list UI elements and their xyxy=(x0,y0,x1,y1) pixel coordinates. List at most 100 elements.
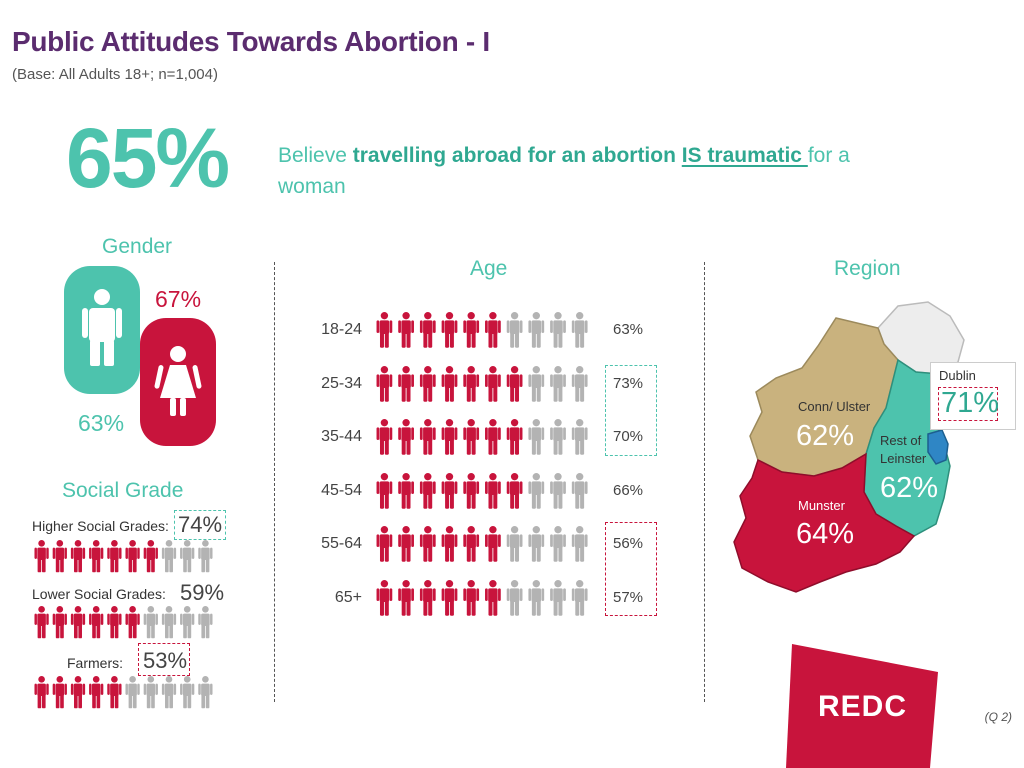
age-25-34-person-icon-4 xyxy=(463,365,480,402)
grade-1-person-icon-4 xyxy=(107,606,122,639)
map-dublin xyxy=(927,429,949,465)
age-25-34-person-icon-0 xyxy=(376,365,393,402)
age-45-54-person-icon-3 xyxy=(441,472,458,509)
age-18-24-person-icon-0 xyxy=(376,312,393,348)
grade-2-person-icon-0 xyxy=(34,676,49,709)
age-icons xyxy=(376,312,588,348)
region-title: Region xyxy=(834,257,901,280)
gender-title: Gender xyxy=(102,235,173,258)
age-55-64-person-icon-9 xyxy=(571,526,588,562)
age-18-24-person-icon-7 xyxy=(528,312,545,348)
region-label-dublin: Dublin xyxy=(939,368,976,383)
grade-2-person-icon-8 xyxy=(180,676,195,709)
age-65+-person-icon-3 xyxy=(441,579,458,616)
region-label-munster: Munster xyxy=(798,498,845,513)
age-65+-person-icon-9 xyxy=(571,579,588,616)
grade-0-person-icon-8 xyxy=(180,540,195,573)
grade-pct-lower: 59% xyxy=(180,580,225,605)
age-label: 55-64 xyxy=(321,535,362,552)
grade-2-person-icon-5 xyxy=(125,676,140,709)
headline-text-bold: travelling abroad for an abortion xyxy=(352,144,682,167)
grade-2-person-icon-9 xyxy=(198,676,213,709)
age-35-44-person-icon-5 xyxy=(485,419,501,455)
age-18-24-person-icon-9 xyxy=(571,312,588,348)
age-25-34-person-icon-5 xyxy=(485,365,501,402)
age-icons xyxy=(376,365,588,402)
headline-statement: Believe travelling abroad for an abortio… xyxy=(278,140,918,202)
redc-logo-shape xyxy=(786,644,938,768)
age-highlight-high xyxy=(605,365,657,456)
male-icon xyxy=(82,289,122,366)
age-35-44-person-icon-4 xyxy=(463,419,480,455)
ireland-map xyxy=(733,301,965,593)
age-55-64-person-icon-5 xyxy=(485,526,501,562)
grade-2-person-icon-6 xyxy=(143,676,158,709)
age-45-54-person-icon-7 xyxy=(528,472,545,509)
age-label: 25-34 xyxy=(321,374,362,392)
male-card xyxy=(64,266,140,394)
female-percent: 67% xyxy=(155,286,202,312)
grade-1-person-icon-9 xyxy=(198,606,213,639)
age-25-34-person-icon-1 xyxy=(398,365,414,402)
age-18-24-person-icon-3 xyxy=(441,312,458,348)
age-25-34-person-icon-6 xyxy=(506,365,523,402)
age-icons xyxy=(376,419,588,455)
grade-pct-farmers: 53% xyxy=(143,648,188,673)
grade-2-person-icon-2 xyxy=(70,676,86,709)
grade-0-person-icon-4 xyxy=(107,540,122,573)
male-percent: 63% xyxy=(78,410,125,436)
age-45-54-person-icon-8 xyxy=(550,472,566,509)
grade-label-higher: Higher Social Grades: xyxy=(32,518,169,534)
age-45-54-person-icon-4 xyxy=(463,472,480,509)
age-18-24-person-icon-2 xyxy=(419,312,436,348)
age-35-44-person-icon-9 xyxy=(571,419,588,455)
age-label: 65+ xyxy=(334,588,362,606)
grade-2-person-icon-1 xyxy=(52,676,67,709)
grade-label-farmers: Farmers: xyxy=(67,655,123,671)
region-pct-rest-of-leinster: 62% xyxy=(880,472,939,504)
age-65+-person-icon-1 xyxy=(398,579,414,616)
divider-right xyxy=(704,262,705,702)
region-pct-dublin: 71% xyxy=(941,387,1000,419)
grade-2-person-icon-7 xyxy=(161,676,177,709)
grade-1-person-icon-6 xyxy=(143,606,158,639)
grade-0-person-icon-6 xyxy=(143,540,158,573)
redc-logo: REDC xyxy=(818,690,908,723)
age-18-24-person-icon-8 xyxy=(550,312,566,348)
grade-0-person-icon-5 xyxy=(125,540,140,573)
age-35-44-person-icon-6 xyxy=(506,419,523,455)
grade-2-person-icon-3 xyxy=(89,676,104,709)
grade-1-person-icon-0 xyxy=(34,606,49,639)
divider-left xyxy=(274,262,275,702)
region-label-conn-ulster: Conn/ Ulster xyxy=(798,399,871,414)
grade-highlight-higher xyxy=(174,510,226,540)
age-icons xyxy=(376,472,588,509)
age-55-64-person-icon-8 xyxy=(550,526,566,562)
age-45-54-person-icon-6 xyxy=(506,472,523,509)
age-title: Age xyxy=(470,257,508,280)
grade-label-lower: Lower Social Grades: xyxy=(32,586,166,602)
dublin-highlight xyxy=(938,387,998,421)
age-45-54-person-icon-5 xyxy=(485,472,501,509)
age-highlight-low xyxy=(605,522,657,616)
age-65+-person-icon-6 xyxy=(506,579,523,616)
age-icons xyxy=(376,526,588,562)
map-munster xyxy=(733,452,916,593)
grade-0-person-icon-2 xyxy=(70,540,86,573)
age-percent: 66% xyxy=(613,481,644,499)
headline-text-underline: IS traumatic xyxy=(681,144,808,167)
age-35-44-person-icon-0 xyxy=(376,419,393,455)
grade-0-person-icon-7 xyxy=(161,540,177,573)
age-35-44-person-icon-3 xyxy=(441,419,458,455)
age-percent: 57% xyxy=(613,588,644,606)
age-55-64-person-icon-6 xyxy=(506,526,523,562)
age-label: 18-24 xyxy=(321,321,362,338)
grade-2-person-icon-4 xyxy=(107,676,122,709)
region-pct-munster: 64% xyxy=(796,518,855,550)
age-35-44-person-icon-8 xyxy=(550,419,566,455)
grade-0-person-icon-0 xyxy=(34,540,49,573)
grade-1-person-icon-2 xyxy=(70,606,86,639)
age-35-44-person-icon-2 xyxy=(419,419,436,455)
grade-0-person-icon-1 xyxy=(52,540,67,573)
age-45-54-person-icon-0 xyxy=(376,472,393,509)
